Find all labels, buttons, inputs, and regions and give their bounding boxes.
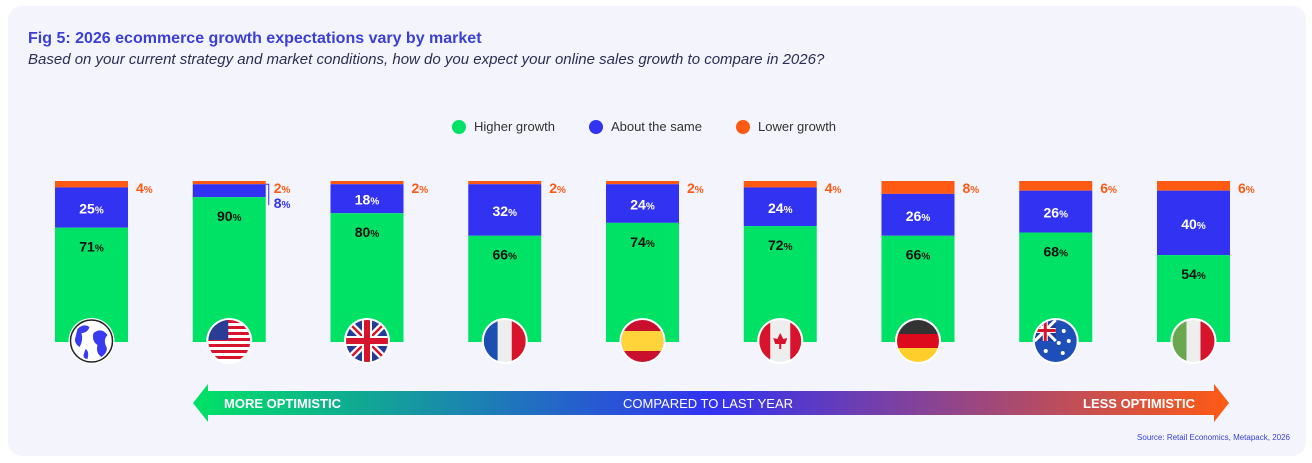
bar-segment-lower	[743, 181, 817, 188]
same-value-label: 26%	[1044, 205, 1069, 221]
stacked-bar-chart: 4%25%71%2%8%90%2%18%80%2%32%66%2%24%74%4…	[55, 180, 1255, 364]
chart-title: Fig 5: 2026 ecommerce growth expectation…	[28, 30, 482, 47]
same-value-label: 32%	[493, 203, 518, 219]
lower-value-label: 2%	[274, 180, 291, 196]
lower-value-label: 2%	[687, 180, 704, 196]
bar-segment-lower	[55, 181, 128, 188]
uk-flag-icon	[344, 318, 390, 364]
lower-value-label: 6%	[1100, 180, 1117, 196]
lower-value-label: 2%	[549, 180, 566, 196]
bar-segment-higher	[192, 197, 266, 342]
higher-value-label: 80%	[355, 224, 380, 240]
bar-segment-same	[468, 184, 542, 236]
lower-value-label: 4%	[136, 180, 153, 196]
lower-value-label: 8%	[963, 180, 980, 196]
higher-value-label: 54%	[1181, 266, 1206, 282]
legend-dot-icon	[736, 119, 750, 134]
legend-label: Lower growth	[758, 119, 837, 134]
lower-value-label: 2%	[412, 180, 429, 196]
bar-segment-lower	[468, 181, 542, 185]
usa-flag-icon	[206, 318, 253, 364]
same-value-label: 24%	[630, 197, 655, 213]
bar-segment-same	[1019, 190, 1093, 233]
bar-segment-lower	[1019, 181, 1093, 191]
higher-value-label: 72%	[768, 237, 793, 253]
bar-segment-lower	[881, 181, 955, 194]
legend: Higher growth About the same Lower growt…	[452, 119, 836, 134]
same-value-label: 40%	[1181, 216, 1206, 232]
compared-label: COMPARED TO LAST YEAR	[623, 396, 794, 411]
bar-segment-same	[881, 193, 955, 236]
legend-item-lower: Lower growth	[736, 119, 836, 134]
lower-value-label: 6%	[1238, 180, 1255, 196]
bar-segment-lower	[1157, 181, 1230, 191]
less-optimistic-label: LESS OPTIMISTIC	[1083, 396, 1195, 411]
bar-segment-lower	[330, 181, 404, 185]
spain-flag-icon	[619, 318, 666, 364]
more-optimistic-label: MORE OPTIMISTIC	[224, 396, 341, 411]
france-flag-icon	[481, 318, 528, 364]
bar-segment-same	[606, 184, 679, 223]
bar-segment-same	[55, 187, 128, 228]
chart-subtitle: Based on your current strategy and marke…	[28, 51, 825, 68]
legend-label: Higher growth	[474, 119, 555, 134]
higher-value-label: 66%	[906, 247, 931, 263]
higher-value-label: 66%	[493, 247, 518, 263]
source-note: Source: Retail Economics, Metapack, 2026	[1137, 433, 1290, 442]
same-value-label: 25%	[79, 201, 104, 217]
optimism-scale-arrow	[193, 384, 1229, 422]
canada-flag-icon	[757, 318, 804, 364]
germany-flag-icon	[895, 318, 941, 364]
australia-flag-icon	[1032, 318, 1079, 364]
italy-flag-icon	[1170, 318, 1217, 364]
higher-value-label: 68%	[1044, 244, 1069, 260]
legend-item-same: About the same	[588, 119, 702, 134]
legend-label: About the same	[610, 119, 702, 134]
legend-dot-icon	[588, 119, 603, 134]
legend-item-higher: Higher growth	[452, 119, 555, 134]
higher-value-label: 74%	[630, 234, 655, 250]
legend-dot-icon	[452, 119, 466, 134]
lower-value-label: 4%	[825, 180, 842, 196]
higher-value-label: 71%	[79, 239, 104, 255]
same-value-label: 24%	[768, 200, 793, 216]
bar-segment-lower	[192, 181, 266, 185]
bar-segment-same	[1157, 190, 1230, 256]
higher-value-label: 90%	[217, 208, 242, 224]
global-icon	[68, 318, 115, 364]
bar-segment-same	[743, 187, 817, 227]
same-value-label: 8%	[274, 195, 291, 211]
callout-line	[265, 183, 270, 206]
same-value-label: 18%	[355, 192, 380, 208]
bar-segment-lower	[606, 181, 679, 185]
same-value-label: 26%	[906, 208, 931, 224]
bar-segment-same	[330, 184, 404, 214]
bar-segment-same	[192, 184, 266, 198]
